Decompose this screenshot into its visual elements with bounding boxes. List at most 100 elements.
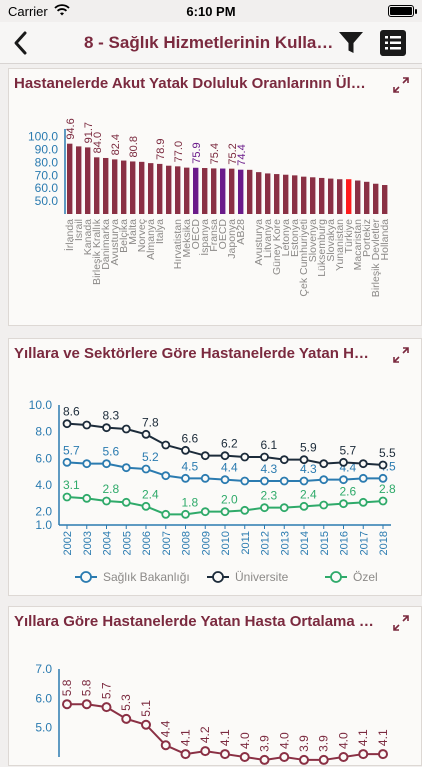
x-tick-label: İrlanda bbox=[63, 219, 76, 251]
x-tick-label: 2008 bbox=[181, 531, 193, 555]
bar bbox=[175, 166, 181, 214]
data-point bbox=[240, 452, 250, 462]
x-tick-label: Slovenya bbox=[307, 219, 319, 262]
y-tick-label: 1.0 bbox=[35, 518, 52, 532]
bar bbox=[265, 173, 271, 214]
data-label: 3.1 bbox=[63, 478, 80, 492]
y-tick-label: 100.0 bbox=[28, 130, 58, 144]
x-tick-label: 2013 bbox=[279, 531, 291, 555]
bar bbox=[94, 157, 100, 214]
expand-icon[interactable] bbox=[393, 347, 409, 363]
x-tick-label: İsrail bbox=[72, 219, 85, 241]
x-tick-label: 2002 bbox=[62, 531, 74, 555]
data-point bbox=[121, 497, 131, 507]
data-point bbox=[338, 752, 349, 762]
data-point bbox=[279, 752, 290, 762]
data-point bbox=[299, 455, 309, 465]
x-tick-label: Birleşik Devletler bbox=[370, 218, 382, 297]
bar-data-label: 75.4 bbox=[209, 143, 221, 164]
chart-card-bed-occupancy: Hastanelerde Akut Yatak Doluluk Oranları… bbox=[8, 68, 422, 326]
data-label: 8.6 bbox=[63, 405, 80, 419]
data-point bbox=[240, 476, 250, 486]
x-tick-label: Türkiye bbox=[343, 219, 355, 254]
data-point bbox=[81, 699, 92, 710]
bar-data-label: 78.9 bbox=[155, 138, 167, 159]
x-tick-label: AB28 bbox=[235, 219, 247, 245]
x-tick-label: Norveç bbox=[136, 219, 148, 252]
filter-icon[interactable] bbox=[338, 30, 364, 56]
bar bbox=[130, 161, 136, 214]
data-point bbox=[181, 445, 190, 455]
wifi-icon bbox=[54, 4, 70, 16]
bar-data-label: 74.4 bbox=[236, 144, 248, 165]
data-point bbox=[358, 749, 369, 760]
data-label: 5.2 bbox=[142, 450, 159, 464]
data-point bbox=[239, 752, 250, 762]
y-tick-label: 80.0 bbox=[35, 155, 59, 169]
data-point bbox=[378, 749, 388, 760]
data-label: 5.3 bbox=[119, 694, 133, 711]
data-point bbox=[319, 500, 329, 510]
bar bbox=[157, 163, 163, 214]
data-point bbox=[299, 501, 309, 511]
x-tick-label: 2017 bbox=[358, 531, 370, 555]
bar bbox=[229, 168, 235, 214]
x-tick-label: 2003 bbox=[82, 531, 94, 555]
bar bbox=[112, 159, 118, 214]
data-point bbox=[339, 457, 348, 467]
list-icon[interactable] bbox=[380, 30, 406, 56]
data-point bbox=[220, 507, 230, 517]
bar bbox=[274, 174, 280, 214]
data-point bbox=[82, 459, 92, 469]
y-tick-label: 6.0 bbox=[35, 451, 52, 465]
x-tick-label: Slovakya bbox=[325, 219, 337, 262]
data-point bbox=[279, 503, 289, 513]
data-point bbox=[141, 501, 151, 511]
bar bbox=[310, 177, 316, 214]
bar bbox=[139, 161, 145, 214]
y-tick-label: 90.0 bbox=[35, 143, 59, 157]
data-label: 3.9 bbox=[297, 735, 311, 752]
x-tick-label: Malta bbox=[127, 219, 139, 245]
data-point bbox=[378, 473, 388, 483]
data-point bbox=[161, 440, 171, 450]
data-point bbox=[299, 754, 309, 765]
bar bbox=[148, 163, 154, 214]
bar bbox=[202, 168, 208, 214]
bar bbox=[67, 143, 73, 214]
bar bbox=[211, 168, 217, 214]
bar bbox=[85, 147, 91, 214]
x-tick-label: Estonya bbox=[289, 219, 301, 257]
x-tick-label: 2006 bbox=[141, 531, 153, 555]
data-label: 5.9 bbox=[300, 441, 317, 455]
y-tick-label: 10.0 bbox=[29, 398, 53, 412]
data-point bbox=[121, 713, 132, 724]
back-chevron-icon[interactable] bbox=[8, 28, 36, 58]
data-label: 4.1 bbox=[218, 729, 232, 746]
data-point bbox=[181, 473, 190, 483]
y-tick-label: 50.0 bbox=[35, 194, 59, 208]
x-tick-label: Portekiz bbox=[361, 219, 373, 257]
data-point bbox=[121, 424, 131, 434]
bar-data-label: 80.8 bbox=[128, 136, 140, 157]
x-tick-label: Japonya bbox=[226, 219, 238, 259]
y-tick-label: 60.0 bbox=[35, 181, 59, 195]
expand-icon[interactable] bbox=[393, 615, 409, 631]
data-point bbox=[200, 451, 210, 461]
data-point bbox=[220, 451, 230, 461]
legend-item: Üniversite bbox=[207, 570, 289, 584]
bar bbox=[103, 157, 109, 214]
legend-swatch-marker bbox=[330, 571, 342, 583]
data-label: 4.0 bbox=[238, 732, 252, 749]
data-label: 2.6 bbox=[340, 485, 357, 499]
expand-icon[interactable] bbox=[393, 77, 409, 93]
navigation-bar: 8 - Sağlık Hizmetlerinin Kullanımı bbox=[0, 22, 422, 64]
data-label: 3.9 bbox=[317, 735, 331, 752]
data-point bbox=[260, 503, 269, 513]
data-point bbox=[121, 463, 131, 473]
status-bar: Carrier 6:10 PM bbox=[0, 0, 422, 22]
bar-data-label: 75.2 bbox=[227, 143, 239, 164]
data-point bbox=[378, 460, 388, 470]
data-point bbox=[102, 496, 111, 506]
